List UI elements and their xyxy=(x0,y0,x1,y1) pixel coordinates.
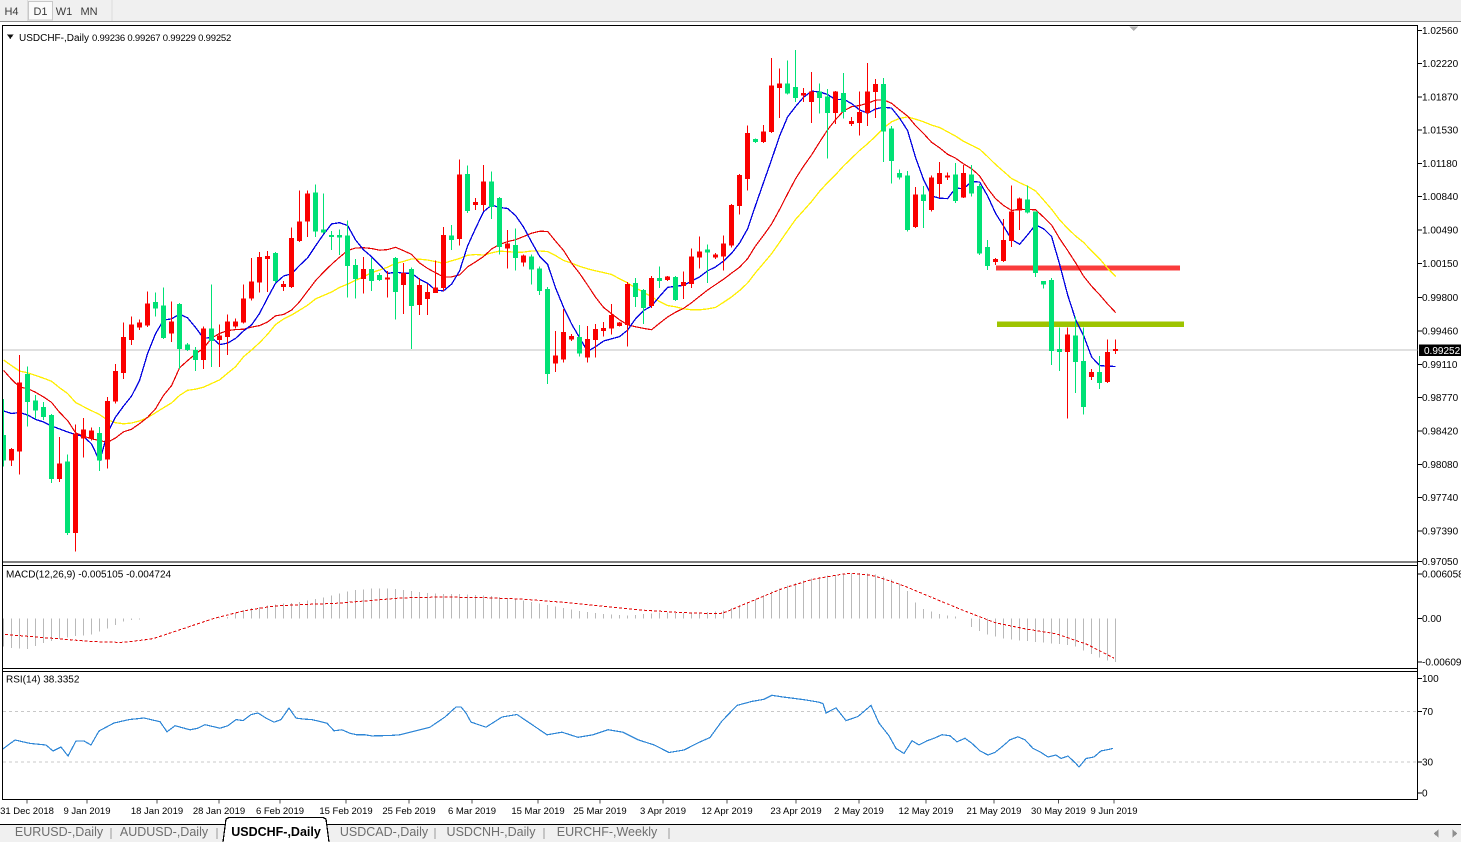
svg-text:100: 100 xyxy=(1422,674,1439,685)
svg-text:1.00150: 1.00150 xyxy=(1422,259,1459,270)
svg-text:0.99236 0.99267 0.99229 0.9925: 0.99236 0.99267 0.99229 0.99252 xyxy=(92,33,231,44)
svg-text:1.01180: 1.01180 xyxy=(1422,159,1458,170)
svg-text:18 Jan 2019: 18 Jan 2019 xyxy=(131,806,183,817)
svg-text:H4: H4 xyxy=(4,6,18,18)
svg-text:6 Feb 2019: 6 Feb 2019 xyxy=(256,806,304,817)
svg-text:9 Jun 2019: 9 Jun 2019 xyxy=(1090,806,1137,817)
svg-text:0.99110: 0.99110 xyxy=(1422,360,1458,371)
svg-text:0.97390: 0.97390 xyxy=(1422,527,1459,538)
svg-text:AUDUSD-,Daily: AUDUSD-,Daily xyxy=(120,825,209,839)
svg-text:USDCHF-,Daily: USDCHF-,Daily xyxy=(19,33,89,44)
svg-text:0.98770: 0.98770 xyxy=(1422,393,1459,404)
svg-text:15 Feb 2019: 15 Feb 2019 xyxy=(319,806,372,817)
svg-text:0.97740: 0.97740 xyxy=(1422,493,1459,504)
svg-text:D1: D1 xyxy=(33,6,47,18)
svg-text:23 Apr 2019: 23 Apr 2019 xyxy=(770,806,821,817)
svg-text:1.00840: 1.00840 xyxy=(1422,192,1459,203)
svg-text:6 Mar 2019: 6 Mar 2019 xyxy=(448,806,496,817)
svg-text:MACD(12,26,9) -0.005105 -0.004: MACD(12,26,9) -0.005105 -0.004724 xyxy=(6,570,172,581)
svg-text:1.01530: 1.01530 xyxy=(1422,126,1459,137)
svg-text:25 Feb 2019: 25 Feb 2019 xyxy=(382,806,435,817)
svg-text:W1: W1 xyxy=(56,6,73,18)
svg-text:12 May 2019: 12 May 2019 xyxy=(899,806,954,817)
svg-text:0.00: 0.00 xyxy=(1422,614,1442,625)
svg-text:30: 30 xyxy=(1422,758,1434,769)
svg-text:EURUSD-,Daily: EURUSD-,Daily xyxy=(15,825,104,839)
svg-text:25 Mar 2019: 25 Mar 2019 xyxy=(573,806,626,817)
svg-text:0.99252: 0.99252 xyxy=(1424,346,1461,357)
svg-text:1.02560: 1.02560 xyxy=(1422,26,1459,37)
svg-text:0.98080: 0.98080 xyxy=(1422,460,1459,471)
svg-text:70: 70 xyxy=(1422,707,1434,718)
svg-text:0.99800: 0.99800 xyxy=(1422,293,1459,304)
svg-text:1.02220: 1.02220 xyxy=(1422,59,1459,70)
svg-text:0.99460: 0.99460 xyxy=(1422,327,1459,338)
svg-text:3 Apr 2019: 3 Apr 2019 xyxy=(640,806,686,817)
svg-text:0.006058: 0.006058 xyxy=(1422,570,1461,581)
svg-text:0.98420: 0.98420 xyxy=(1422,427,1459,438)
svg-text:2 May 2019: 2 May 2019 xyxy=(834,806,884,817)
svg-text:21 May 2019: 21 May 2019 xyxy=(967,806,1022,817)
svg-text:0: 0 xyxy=(1422,788,1428,799)
svg-text:31 Dec 2018: 31 Dec 2018 xyxy=(0,806,54,817)
svg-text:1.01870: 1.01870 xyxy=(1422,93,1459,104)
svg-text:RSI(14) 38.3352: RSI(14) 38.3352 xyxy=(6,675,80,686)
svg-text:28 Jan 2019: 28 Jan 2019 xyxy=(193,806,245,817)
svg-text:EURCHF-,Weekly: EURCHF-,Weekly xyxy=(557,825,658,839)
svg-text:12 Apr 2019: 12 Apr 2019 xyxy=(701,806,752,817)
svg-text:9 Jan 2019: 9 Jan 2019 xyxy=(63,806,110,817)
svg-text:15 Mar 2019: 15 Mar 2019 xyxy=(511,806,564,817)
svg-text:30 May 2019: 30 May 2019 xyxy=(1031,806,1086,817)
svg-text:-0.006096: -0.006096 xyxy=(1422,658,1461,669)
svg-text:MN: MN xyxy=(80,6,97,18)
svg-text:USDCAD-,Daily: USDCAD-,Daily xyxy=(340,825,429,839)
svg-text:1.00490: 1.00490 xyxy=(1422,226,1459,237)
svg-text:USDCHF-,Daily: USDCHF-,Daily xyxy=(231,825,321,839)
svg-text:0.97050: 0.97050 xyxy=(1422,557,1459,568)
svg-text:USDCNH-,Daily: USDCNH-,Daily xyxy=(447,825,537,839)
